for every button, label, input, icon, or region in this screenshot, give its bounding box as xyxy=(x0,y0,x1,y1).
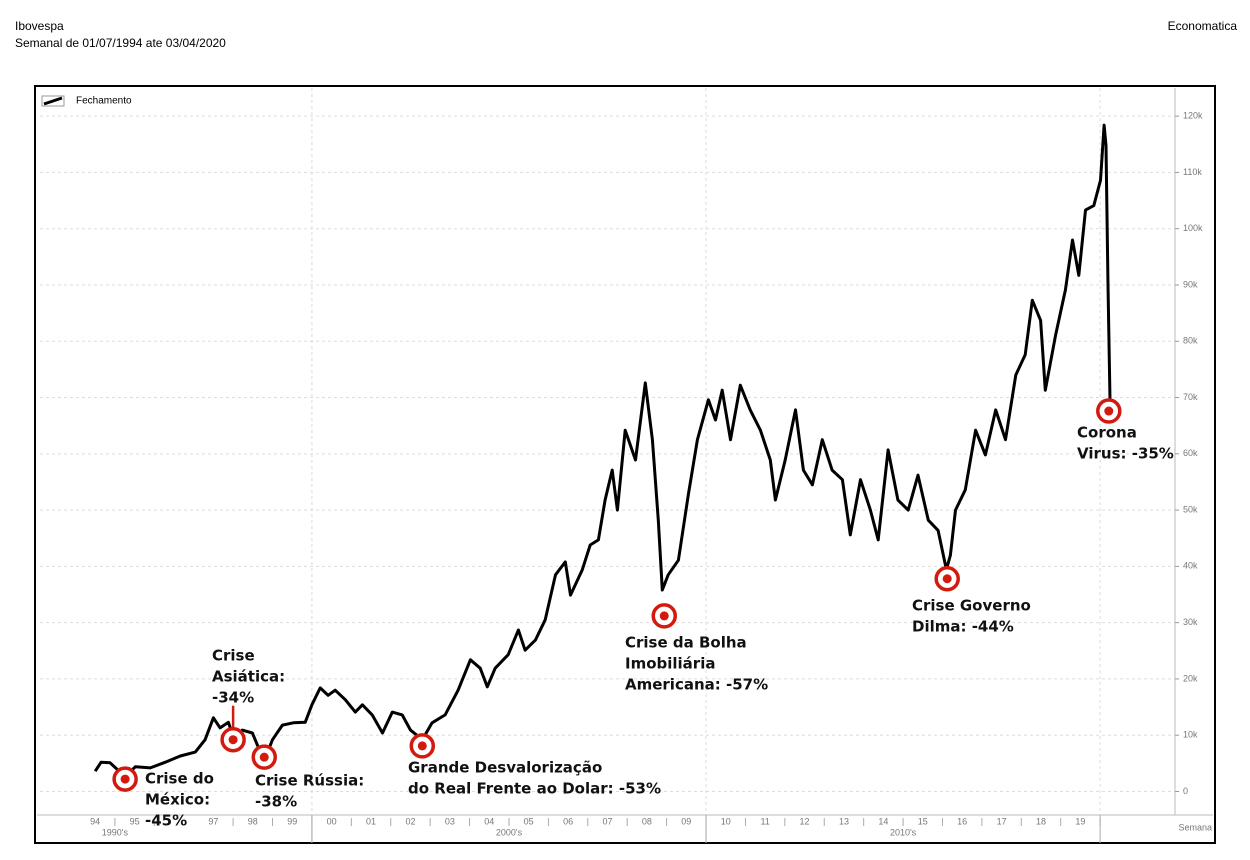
title: Ibovespa xyxy=(15,19,64,33)
x-tick-label: 14 xyxy=(878,816,888,826)
annotation-text: Imobiliária xyxy=(625,655,715,673)
x-tick-label: 19 xyxy=(1075,816,1085,826)
y-tick-label: 40k xyxy=(1183,561,1198,571)
y-tick-label: 120k xyxy=(1183,111,1203,121)
annotation-text: Grande Desvalorização xyxy=(408,759,602,777)
y-tick-label: 100k xyxy=(1183,223,1203,233)
annotation-text: -45% xyxy=(145,812,187,830)
y-tick-label: 80k xyxy=(1183,336,1198,346)
x-tick-label: 99 xyxy=(287,816,297,826)
annotation-text: Asiática: xyxy=(212,668,285,686)
x-tick-label: 13 xyxy=(839,816,849,826)
x-tick-label: 05 xyxy=(524,816,534,826)
x-tick-label: 00 xyxy=(327,816,337,826)
annotation-dot xyxy=(1104,406,1114,416)
legend-label: Fechamento xyxy=(76,96,132,107)
x-tick-label: 12 xyxy=(800,816,810,826)
source: Economatica xyxy=(1168,19,1238,33)
y-tick-label: 30k xyxy=(1183,617,1198,627)
x-tick-label: 18 xyxy=(1036,816,1046,826)
annotation-dot xyxy=(120,774,130,784)
annotation-text: Americana: -57% xyxy=(625,676,768,694)
x-tick-label: 17 xyxy=(997,816,1007,826)
x-tick-label: 95 xyxy=(130,816,140,826)
x-tick-label: 15 xyxy=(918,816,928,826)
price-line xyxy=(93,123,1112,779)
annotation-text: do Real Frente ao Dolar: -53% xyxy=(408,780,661,798)
annotation-text: Corona xyxy=(1077,424,1137,442)
x-tick-label: 01 xyxy=(366,816,376,826)
annotation-text: Crise Rússia: xyxy=(255,772,364,790)
x-tick-label: 16 xyxy=(957,816,967,826)
decade-label: 1990's xyxy=(102,827,129,837)
decade-label: 2000's xyxy=(496,827,523,837)
annotation-text: Crise Governo xyxy=(912,597,1031,615)
x-tick-label: 08 xyxy=(642,816,652,826)
y-tick-label: 70k xyxy=(1183,392,1198,402)
annotation-text: Dilma: -44% xyxy=(912,618,1014,636)
x-tick-label: 07 xyxy=(602,816,612,826)
annotation-text: Crise do xyxy=(145,770,214,788)
x-tick-label: 03 xyxy=(445,816,455,826)
frame xyxy=(34,85,1216,844)
x-tick-label: 11 xyxy=(760,816,769,826)
annotation-text: México: xyxy=(145,791,210,809)
decade-label: 2010's xyxy=(890,827,917,837)
x-tick-label: 04 xyxy=(484,816,494,826)
y-tick-label: 90k xyxy=(1183,279,1198,289)
annotation-text: -38% xyxy=(255,793,297,811)
annotation-text: Crise da Bolha xyxy=(625,634,747,652)
y-tick-label: 60k xyxy=(1183,448,1198,458)
x-tick-label: 97 xyxy=(208,816,218,826)
annotation-dot xyxy=(942,574,952,584)
annotation-dot xyxy=(228,735,238,745)
y-tick-label: 0 xyxy=(1183,786,1188,796)
annotation-dot xyxy=(417,741,427,751)
annotation-dot xyxy=(659,611,669,621)
x-tick-label: 02 xyxy=(405,816,415,826)
x-tick-label: 10 xyxy=(721,816,731,826)
annotation-text: -34% xyxy=(212,689,254,707)
x-tick-label: 94 xyxy=(90,816,100,826)
subtitle: Semanal de 01/07/1994 ate 03/04/2020 xyxy=(15,36,226,50)
y-tick-label: 10k xyxy=(1183,730,1198,740)
y-tick-label: 50k xyxy=(1183,504,1198,514)
annotation-text: Crise xyxy=(212,647,255,665)
y-tick-label: 110k xyxy=(1183,167,1202,177)
annotation-dot xyxy=(259,752,269,762)
annotation-text: Virus: -35% xyxy=(1077,445,1174,463)
y-tick-label: 20k xyxy=(1183,673,1198,683)
legend-swatch xyxy=(43,96,63,106)
x-axis-label: Semana xyxy=(1178,822,1212,832)
x-tick-label: 06 xyxy=(563,816,573,826)
x-tick-label: 09 xyxy=(681,816,691,826)
x-tick-label: 98 xyxy=(248,816,258,826)
